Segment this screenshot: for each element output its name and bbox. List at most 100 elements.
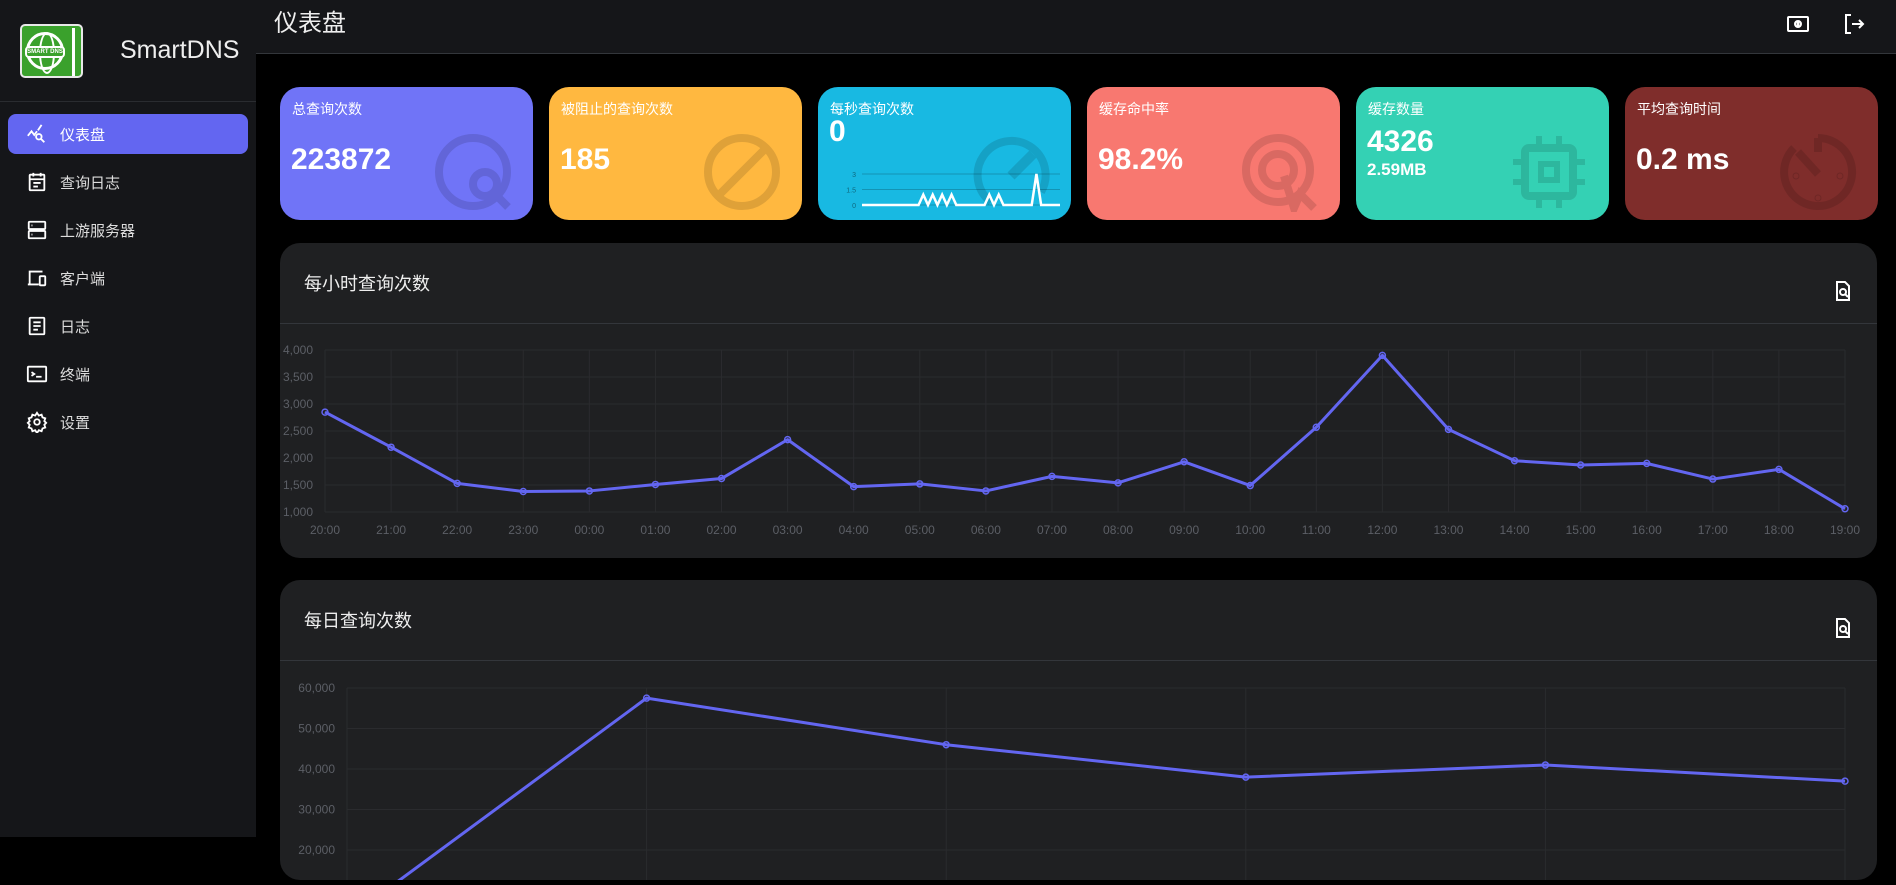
- calendar-log-icon: [28, 172, 46, 192]
- theme-toggle-icon[interactable]: [1786, 12, 1810, 36]
- stat-label: 总查询次数: [292, 101, 362, 117]
- x-tick-label: 10:00: [1235, 523, 1265, 537]
- speedometer-icon: [973, 136, 1050, 206]
- x-tick-label: 13:00: [1433, 523, 1463, 537]
- y-tick-label: 2,000: [283, 451, 313, 465]
- sidebar-item-3[interactable]: 客户端: [8, 258, 248, 298]
- chart-title: 每小时查询次数: [304, 274, 430, 294]
- data-point: [642, 694, 651, 702]
- x-tick-label: 23:00: [508, 523, 538, 537]
- data-point: [1246, 481, 1254, 490]
- x-tick-label: 14:00: [1500, 523, 1530, 537]
- chip-icon: [1513, 136, 1585, 208]
- x-tick-label: 21:00: [376, 523, 406, 537]
- stat-value: 223872: [291, 143, 392, 176]
- data-point: [916, 480, 924, 488]
- y-tick-label: 1,000: [283, 505, 313, 519]
- data-point: [519, 487, 528, 496]
- x-tick-label: 03:00: [773, 523, 803, 537]
- data-point: [1775, 465, 1783, 474]
- data-point: [1510, 456, 1519, 465]
- sparkline-tick: 0: [852, 203, 856, 210]
- smartdns-logo: SMART DNS: [20, 23, 83, 78]
- x-tick-label: 02:00: [707, 523, 737, 537]
- x-tick-label: 20:00: [310, 523, 340, 537]
- stat-value: 0: [829, 115, 846, 148]
- data-point: [1378, 351, 1387, 360]
- zoom-document-icon[interactable]: [1833, 618, 1853, 638]
- sidebar-item-label: 查询日志: [60, 174, 121, 192]
- stat-value: 0.2 ms: [1636, 143, 1730, 176]
- data-point: [1312, 423, 1321, 431]
- stat-value: 185: [560, 143, 611, 176]
- stat-card: 总查询次数 223872: [280, 87, 533, 220]
- sidebar-item-0[interactable]: 仪表盘: [8, 114, 248, 154]
- x-tick-label: 06:00: [971, 523, 1001, 537]
- x-tick-label: 11:00: [1302, 523, 1331, 537]
- sidebar-item-label: 上游服务器: [60, 222, 136, 240]
- daily-chart-panel: 每日查询次数 60,00050,00040,00030,00020,00010,…: [280, 580, 1877, 885]
- y-tick-label: 30,000: [298, 803, 335, 817]
- series-line: [390, 696, 1846, 885]
- sidebar-item-2[interactable]: 上游服务器: [8, 210, 248, 250]
- top-header: 仪表盘: [256, 0, 1896, 54]
- y-tick-label: 3,000: [283, 397, 313, 411]
- data-point: [942, 740, 950, 749]
- x-tick-label: 07:00: [1037, 523, 1067, 537]
- data-point: [585, 487, 594, 495]
- zoom-document-icon[interactable]: [1833, 281, 1853, 301]
- data-point: [1114, 479, 1122, 487]
- sidebar: SMART DNS SmartDNS 仪表盘查询日志上游服务器客户端日志终端设置: [0, 0, 256, 837]
- stat-label: 每秒查询次数: [830, 101, 914, 117]
- sidebar-item-label: 设置: [60, 414, 91, 432]
- chart-title: 每日查询次数: [304, 611, 412, 631]
- x-tick-label: 08:00: [1103, 523, 1133, 537]
- sparkline-line: [862, 173, 1060, 209]
- x-tick-label: 22:00: [442, 523, 472, 537]
- stat-card: 平均查询时间 0.2 ms: [1625, 87, 1878, 220]
- x-tick-label: 18:00: [1764, 523, 1794, 537]
- sidebar-item-label: 仪表盘: [60, 126, 106, 144]
- stat-label: 缓存命中率: [1099, 101, 1169, 117]
- data-point: [982, 487, 990, 495]
- sidebar-item-4[interactable]: 日志: [8, 306, 248, 346]
- data-point: [849, 482, 858, 491]
- stat-label: 被阻止的查询次数: [561, 101, 673, 117]
- hourly-chart-panel: 每小时查询次数 4,000 3,500 3,000 2,500 2,000 1,500 1,…: [280, 243, 1877, 558]
- block-icon: [704, 134, 780, 210]
- x-tick-label: 00:00: [574, 523, 604, 537]
- server-icon: [27, 220, 47, 240]
- data-point: [1444, 425, 1453, 434]
- data-point: [717, 474, 726, 483]
- stat-sub-value: 2.59MB: [1367, 160, 1427, 179]
- y-tick-label: 40,000: [298, 762, 335, 776]
- stat-card: 缓存命中率 98.2%: [1087, 87, 1340, 220]
- sidebar-item-5[interactable]: 终端: [8, 354, 248, 394]
- x-tick-label: 19:00: [1830, 523, 1860, 537]
- devices-icon: [27, 270, 47, 287]
- stat-value: 4326: [1367, 125, 1434, 158]
- timer-icon: [1780, 134, 1857, 210]
- y-tick-label: 1,500: [283, 478, 313, 492]
- data-point: [1541, 761, 1550, 769]
- qps-sparkline: 31.50: [846, 172, 1060, 210]
- x-tick-label: 09:00: [1169, 523, 1199, 537]
- x-tick-label: 17:00: [1698, 523, 1728, 537]
- stat-card: 被阻止的查询次数 185: [549, 87, 802, 220]
- series-line: [324, 353, 1846, 511]
- sidebar-item-label: 日志: [60, 318, 91, 336]
- x-tick-label: 12:00: [1367, 523, 1397, 537]
- y-tick-label: 4,000: [283, 343, 313, 357]
- data-point: [1242, 773, 1250, 781]
- x-tick-label: 15:00: [1566, 523, 1596, 537]
- app-name: SmartDNS: [120, 36, 240, 64]
- sidebar-item-6[interactable]: 设置: [8, 402, 248, 442]
- sparkline-tick: 1.5: [846, 188, 856, 195]
- stat-label: 缓存数量: [1368, 101, 1424, 117]
- stat-cards: 总查询次数 223872 被阻止的查询次数 185 每秒查询次数 0 3 1.5 0 缓存命中率 9…: [280, 87, 1878, 220]
- stat-label: 平均查询时间: [1637, 101, 1721, 117]
- data-point: [1642, 459, 1651, 468]
- logout-icon[interactable]: [1842, 12, 1866, 36]
- sidebar-item-1[interactable]: 查询日志: [8, 162, 248, 202]
- x-tick-label: 05:00: [905, 523, 935, 537]
